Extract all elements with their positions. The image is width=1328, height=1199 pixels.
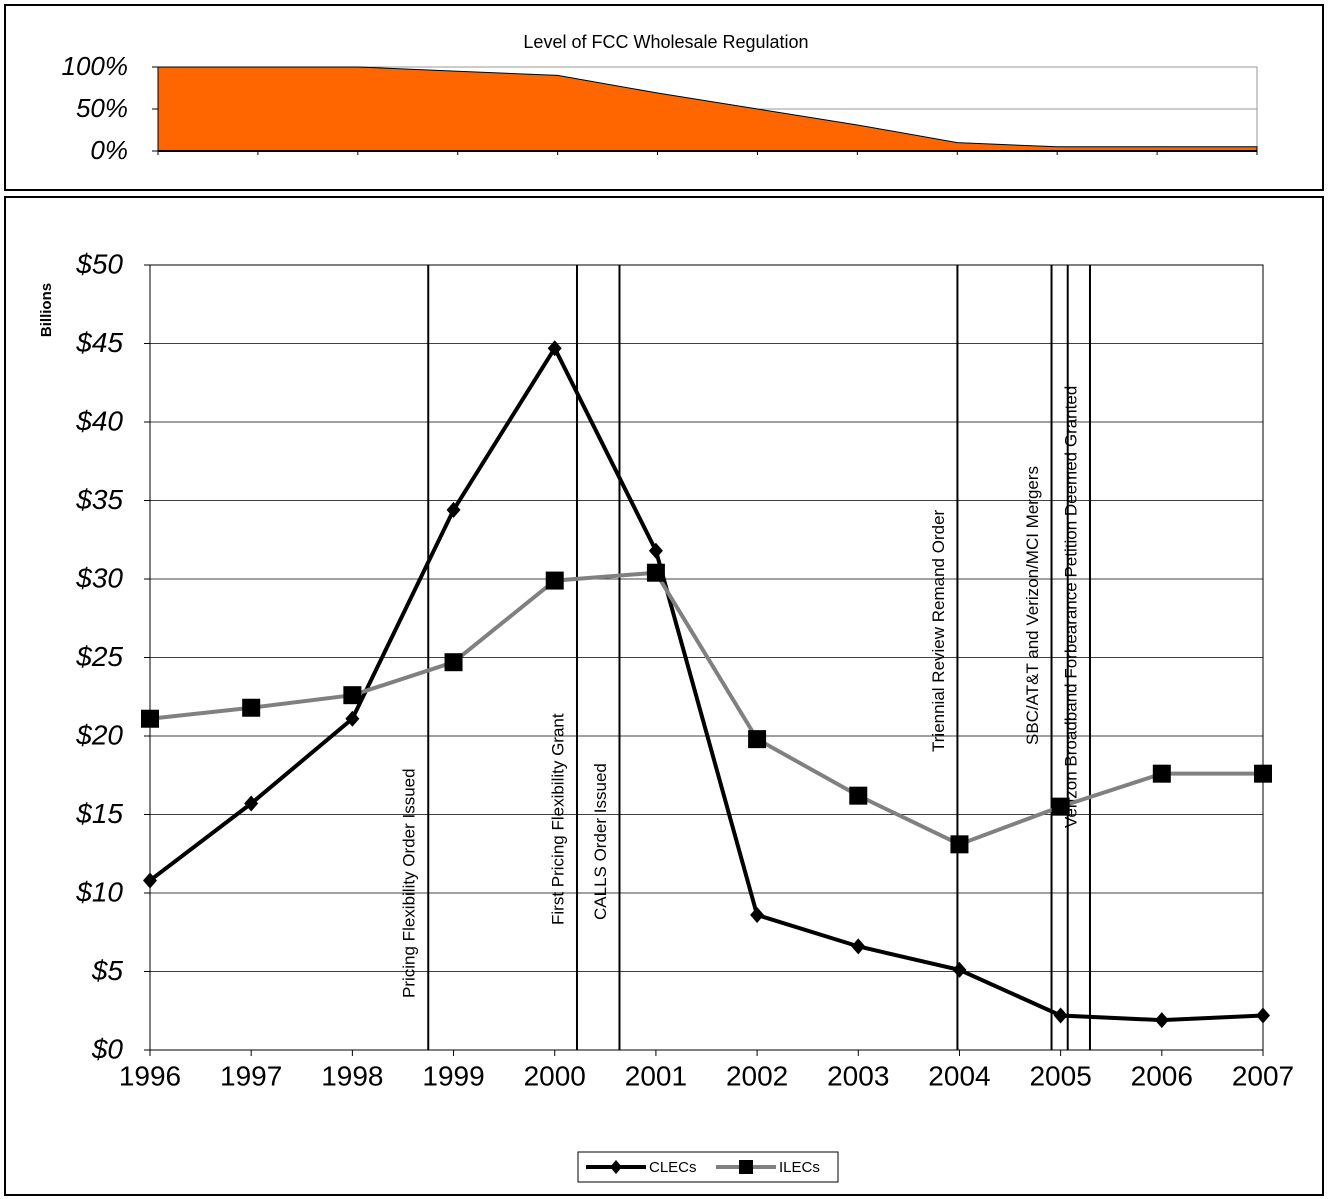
marker — [1152, 764, 1171, 783]
x-tick-label: 2002 — [726, 1060, 788, 1091]
chart-title: Level of FCC Wholesale Regulation — [523, 32, 808, 52]
marker — [1254, 764, 1272, 783]
marker — [1154, 1012, 1169, 1029]
x-tick-label: 1999 — [422, 1060, 484, 1091]
marker — [750, 906, 765, 923]
y-tick-label: $0 — [91, 1033, 124, 1064]
bottom-panel — [4, 196, 1324, 1196]
event-label: Triennial Review Remand Order — [929, 509, 948, 752]
y-tick-label: 100% — [62, 51, 129, 81]
marker — [646, 563, 665, 582]
x-tick-label: 2006 — [1131, 1060, 1193, 1091]
event-label: SBC/AT&T and Verizon/MCI Mergers — [1023, 466, 1042, 745]
marker — [143, 872, 157, 889]
series-line — [149, 570, 1263, 847]
marker — [244, 795, 259, 812]
y-tick-label: $25 — [75, 641, 123, 672]
event-label: Verizon Broadband Forbearance Petition D… — [1061, 386, 1080, 828]
marker — [141, 709, 159, 728]
y-tick-label: $5 — [91, 955, 124, 986]
marker — [952, 961, 967, 978]
y-tick-label: 50% — [76, 93, 128, 123]
x-tick-label: 1997 — [220, 1060, 282, 1091]
legend-label: ILECs — [779, 1159, 820, 1176]
marker — [748, 730, 767, 749]
marker — [446, 501, 461, 518]
y-axis-label: Billions — [38, 283, 55, 337]
x-tick-label: 2003 — [827, 1060, 889, 1091]
event-label: First Pricing Flexibility Grant — [548, 713, 567, 925]
x-tick-label: 2004 — [928, 1060, 990, 1091]
marker — [648, 542, 663, 559]
marker — [1256, 1007, 1270, 1024]
legend-marker — [739, 1160, 753, 1174]
y-tick-label: $15 — [75, 798, 123, 829]
y-tick-label: $30 — [75, 562, 123, 593]
x-tick-label: 2007 — [1232, 1060, 1294, 1091]
x-tick-label: 2000 — [524, 1060, 586, 1091]
y-tick-label: $10 — [75, 876, 123, 907]
y-tick-label: $35 — [75, 484, 123, 515]
series-line — [148, 344, 1264, 1023]
marker — [1051, 797, 1070, 816]
marker — [345, 710, 360, 727]
marker — [950, 835, 969, 854]
top-panel — [4, 4, 1324, 191]
y-tick-label: $40 — [75, 405, 123, 436]
legend-label: CLECs — [649, 1159, 697, 1176]
event-label: CALLS Order Issued — [591, 763, 610, 920]
x-tick-label: 2005 — [1029, 1060, 1091, 1091]
marker — [545, 571, 564, 590]
y-tick-label: $20 — [75, 719, 123, 750]
x-tick-label: 2001 — [625, 1060, 687, 1091]
x-tick-label: 1998 — [321, 1060, 383, 1091]
y-tick-label: $45 — [75, 327, 123, 358]
marker — [444, 653, 463, 672]
marker — [547, 340, 562, 357]
x-tick-label: 1996 — [119, 1060, 181, 1091]
event-label: Pricing Flexibility Order Issued — [400, 768, 419, 998]
y-tick-label: $50 — [75, 248, 123, 279]
legend-marker — [610, 1160, 622, 1174]
area — [157, 66, 1258, 152]
y-tick-label: 0% — [90, 135, 128, 165]
marker — [343, 686, 362, 705]
marker — [242, 698, 261, 717]
marker — [1053, 1007, 1068, 1024]
marker — [849, 786, 868, 805]
marker — [851, 938, 866, 955]
